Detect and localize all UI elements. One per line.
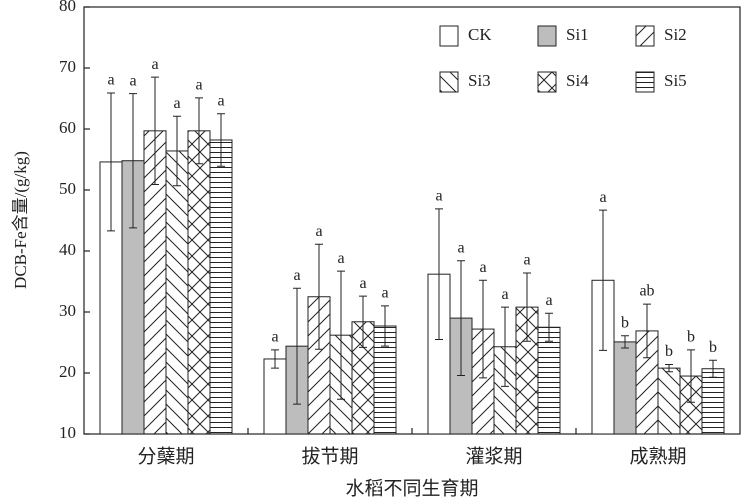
significance-letter: a <box>501 286 508 303</box>
significance-letter: a <box>359 275 366 292</box>
significance-letter: a <box>129 72 136 89</box>
error-bar <box>687 349 695 403</box>
significance-letter: b <box>687 328 695 345</box>
error-bar <box>545 312 553 342</box>
legend-label: Si2 <box>664 25 687 44</box>
y-tick-label: 20 <box>59 362 76 381</box>
error-bar <box>195 97 203 165</box>
bar <box>165 150 189 435</box>
error-bar <box>271 349 279 369</box>
x-tick-label: 灌浆期 <box>465 445 522 467</box>
significance-letter: a <box>315 223 322 240</box>
significance-letter: a <box>545 292 552 309</box>
y-tick-label: 80 <box>59 0 76 15</box>
significance-letter: a <box>435 188 442 205</box>
error-bar <box>501 306 509 387</box>
legend-swatch <box>635 71 655 93</box>
error-bar <box>217 113 225 167</box>
significance-letter: a <box>173 95 180 112</box>
x-tick-label: 成熟期 <box>629 445 686 467</box>
bar <box>187 130 211 435</box>
y-tick-label: 50 <box>59 179 76 198</box>
significance-letter: a <box>457 239 464 256</box>
y-tick-label: 30 <box>59 301 76 320</box>
legend-label: Si1 <box>566 25 589 44</box>
significance-letter: a <box>381 285 388 302</box>
error-bar <box>665 363 673 373</box>
x-tick-label: 拔节期 <box>301 445 358 467</box>
legend-label: CK <box>468 25 492 44</box>
error-bar <box>107 92 115 232</box>
bar <box>657 367 681 435</box>
error-bar <box>621 335 629 349</box>
legend-swatch <box>537 71 557 93</box>
significance-letter: b <box>621 314 629 331</box>
error-bar <box>359 295 367 348</box>
significance-letter: a <box>151 56 158 73</box>
legend-swatch <box>537 25 557 47</box>
bar <box>209 139 233 435</box>
y-tick-label: 60 <box>59 118 76 137</box>
error-bar <box>435 208 443 340</box>
error-bar <box>151 76 159 186</box>
error-bar <box>479 279 487 379</box>
legend-label: Si5 <box>664 71 687 90</box>
bar <box>613 341 637 435</box>
bar <box>537 326 561 435</box>
error-bar <box>523 272 531 342</box>
error-bar <box>643 303 651 359</box>
error-bar <box>337 270 345 400</box>
significance-letter: b <box>665 343 673 360</box>
significance-letter: a <box>195 77 202 94</box>
y-axis-label: DCB-Fe含量/(g/kg) <box>11 151 30 289</box>
error-bar <box>709 359 717 378</box>
significance-letter: a <box>217 92 224 109</box>
significance-letter: a <box>271 328 278 345</box>
error-bar <box>173 115 181 187</box>
error-bar <box>315 243 323 350</box>
legend-swatch <box>439 71 459 93</box>
significance-letter: a <box>293 267 300 284</box>
significance-letter: a <box>337 250 344 267</box>
significance-letter: a <box>479 259 486 276</box>
error-bar <box>457 260 465 376</box>
legend-label: Si3 <box>468 71 491 90</box>
error-bar <box>293 287 301 405</box>
bar <box>701 368 725 435</box>
significance-letter: b <box>709 339 717 356</box>
y-tick-label: 10 <box>59 423 76 442</box>
legend-label: Si4 <box>566 71 589 90</box>
legend-swatch <box>439 25 459 47</box>
significance-letter: a <box>107 72 114 89</box>
bar <box>263 358 287 435</box>
x-tick-label: 分蘖期 <box>137 445 194 467</box>
legend-swatch <box>635 25 655 47</box>
x-axis-label: 水稻不同生育期 <box>345 477 478 499</box>
significance-letter: a <box>599 189 606 206</box>
significance-letter: ab <box>639 283 654 300</box>
y-tick-label: 70 <box>59 57 76 76</box>
y-tick-label: 40 <box>59 240 76 259</box>
error-bar <box>599 209 607 351</box>
significance-letter: a <box>523 252 530 269</box>
error-bar <box>129 93 137 229</box>
error-bar <box>381 305 389 347</box>
